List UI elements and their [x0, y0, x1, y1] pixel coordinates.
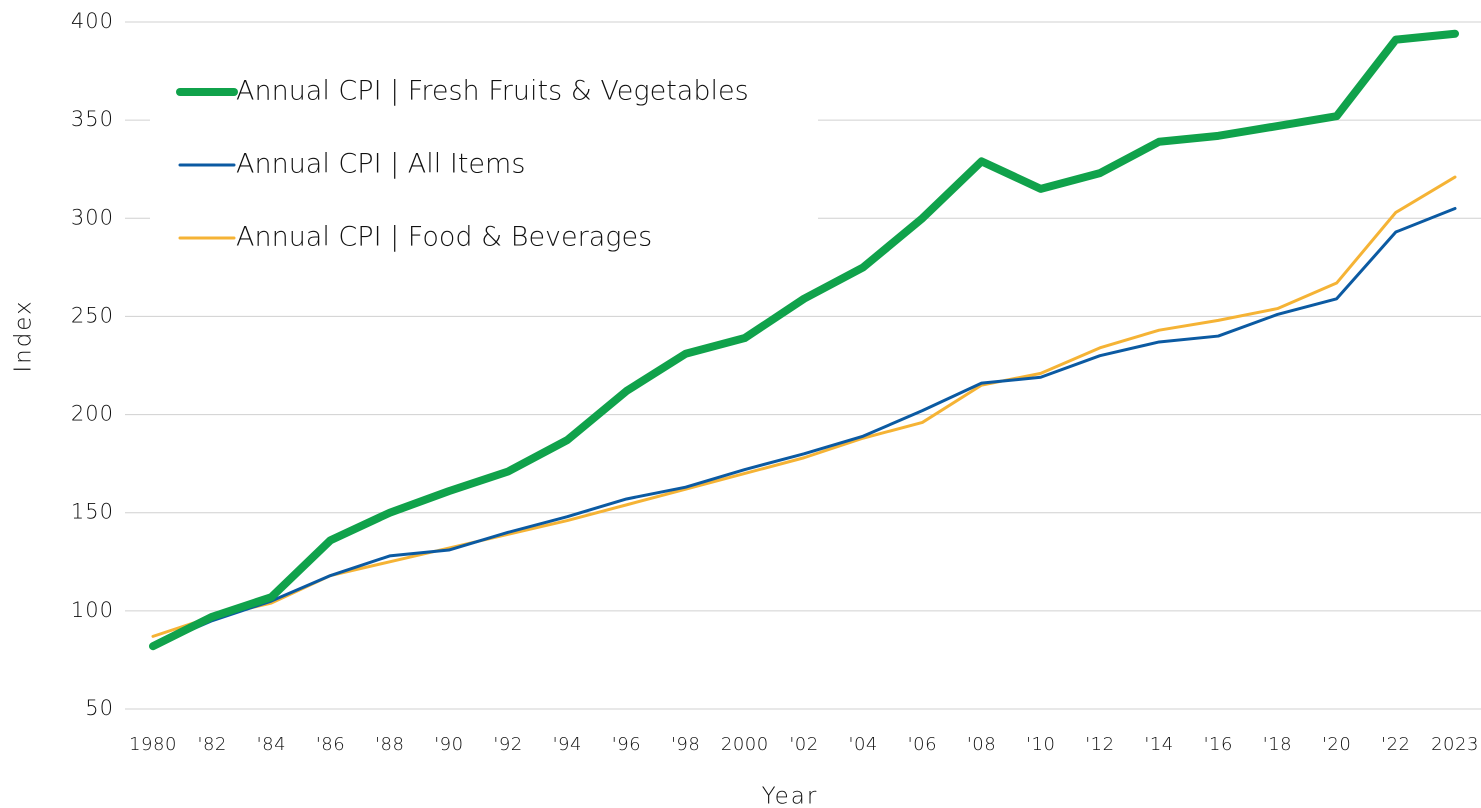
- x-tick-label: '92: [493, 734, 522, 755]
- x-tick-label: '16: [1204, 734, 1233, 755]
- y-tick-label: 300: [71, 205, 114, 229]
- x-tick-label: '02: [789, 734, 818, 755]
- x-tick-label: '06: [908, 734, 937, 755]
- x-tick-label: '14: [1144, 734, 1173, 755]
- y-tick-label: 400: [71, 9, 114, 33]
- x-axis-label: Year: [762, 784, 819, 808]
- x-tick-label: '86: [316, 734, 345, 755]
- legend-label: Annual CPI | Fresh Fruits & Vegetables: [236, 76, 749, 107]
- series-line: [149, 29, 1459, 651]
- y-tick-label: 50: [85, 696, 114, 720]
- x-tick-label: '88: [375, 734, 404, 755]
- series-line: [151, 206, 1457, 648]
- x-tick-label: '04: [849, 734, 878, 755]
- x-tick-label: '08: [967, 734, 996, 755]
- x-tick-label: '96: [612, 734, 641, 755]
- x-tick-label: '90: [434, 734, 463, 755]
- y-tick-label: 150: [71, 500, 114, 524]
- y-axis-label: Index: [11, 299, 37, 372]
- x-tick-label: '82: [198, 734, 227, 755]
- x-tick-label: 1980: [129, 734, 177, 755]
- legend-label: Annual CPI | Food & Beverages: [236, 222, 652, 253]
- legend-label: Annual CPI | All Items: [236, 149, 525, 180]
- y-tick-label: 100: [71, 598, 114, 622]
- x-tick-label: '12: [1085, 734, 1114, 755]
- x-tick-label: '94: [553, 734, 582, 755]
- x-tick-label: '22: [1381, 734, 1410, 755]
- x-tick-label: 2023: [1431, 734, 1479, 755]
- legend-background: [150, 60, 818, 274]
- x-tick-label: '18: [1263, 734, 1292, 755]
- x-tick-label: '98: [671, 734, 700, 755]
- x-tick-label: '20: [1322, 734, 1351, 755]
- series-line: [151, 175, 1457, 638]
- legend: Annual CPI | Fresh Fruits & Vegetables An…: [150, 60, 818, 274]
- y-tick-label: 350: [71, 107, 114, 131]
- y-tick-label: 250: [71, 303, 114, 327]
- x-tick-label: '10: [1026, 734, 1055, 755]
- x-tick-label: '84: [257, 734, 286, 755]
- y-tick-label: 200: [71, 402, 114, 426]
- x-tick-label: 2000: [721, 734, 769, 755]
